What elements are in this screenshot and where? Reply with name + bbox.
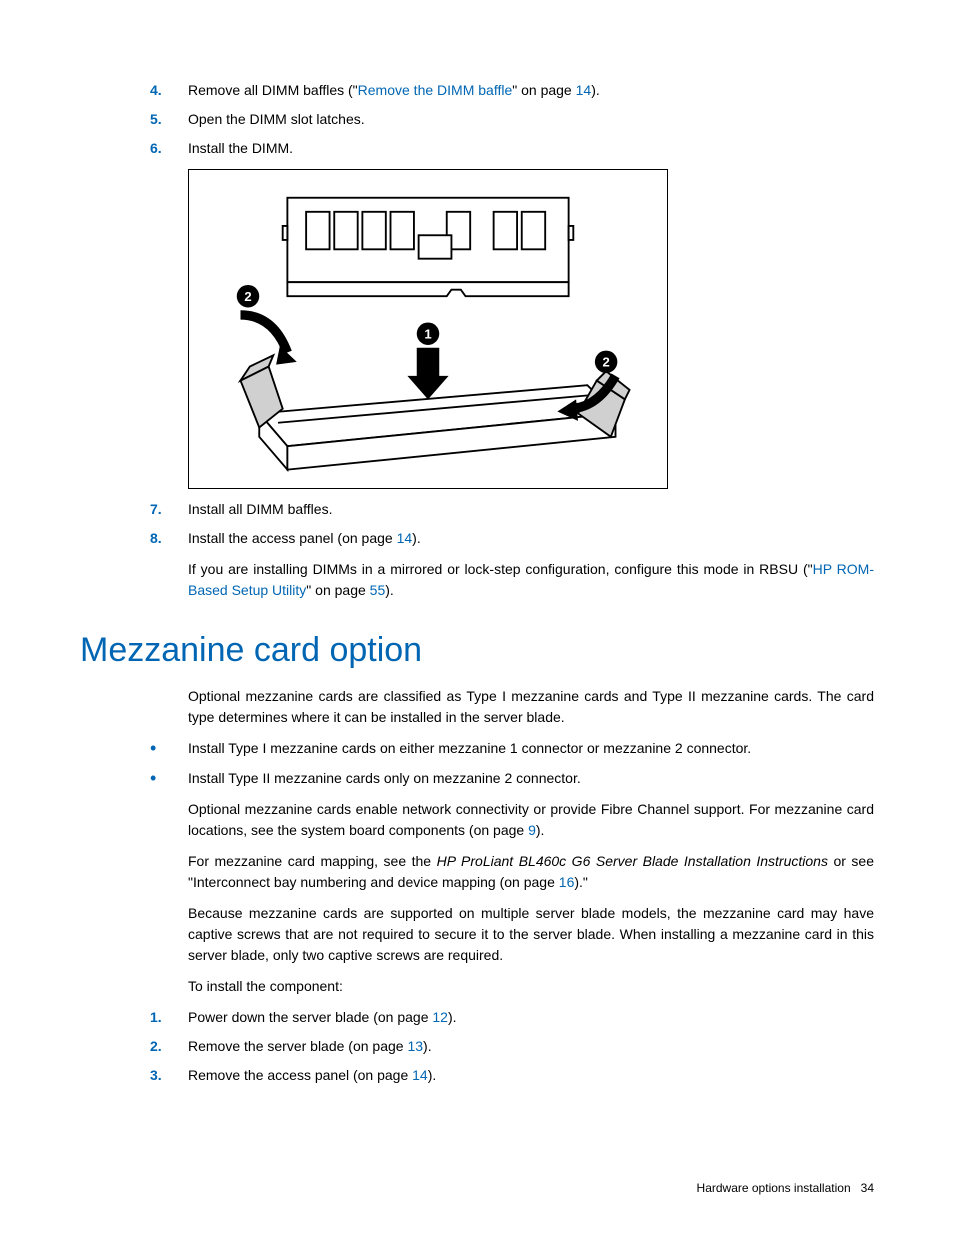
step-5: 5. Open the DIMM slot latches.	[150, 109, 874, 130]
mezzanine-screws: Because mezzanine cards are supported on…	[188, 903, 874, 966]
step-list-2: 7. Install all DIMM baffles. 8. Install …	[150, 499, 874, 549]
install-intro: To install the component:	[188, 976, 874, 997]
link-remove-dimm-baffle[interactable]: Remove the DIMM baffle	[358, 82, 513, 98]
step-text: Install all DIMM baffles.	[188, 499, 874, 520]
link-page-13[interactable]: 13	[407, 1038, 423, 1054]
step-7: 7. Install all DIMM baffles.	[150, 499, 874, 520]
page-footer: Hardware options installation 34	[697, 1181, 874, 1195]
step-6: 6. Install the DIMM.	[150, 138, 874, 159]
step-2: 2. Remove the server blade (on page 13).	[150, 1036, 874, 1057]
step-number: 4.	[150, 80, 188, 101]
mezzanine-body: Optional mezzanine cards are classified …	[150, 686, 874, 1086]
bullet-icon: •	[150, 738, 188, 760]
step-number: 2.	[150, 1036, 188, 1057]
step-list-3: 1. Power down the server blade (on page …	[150, 1007, 874, 1086]
step-list-1: 4. Remove all DIMM baffles ("Remove the …	[150, 80, 874, 159]
step-8: 8. Install the access panel (on page 14)…	[150, 528, 874, 549]
step-number: 5.	[150, 109, 188, 130]
step-number: 3.	[150, 1065, 188, 1086]
svg-text:2: 2	[244, 289, 251, 304]
link-page-12[interactable]: 12	[432, 1009, 448, 1025]
doc-title-italic: HP ProLiant BL460c G6 Server Blade Insta…	[437, 853, 828, 869]
step-3: 3. Remove the access panel (on page 14).	[150, 1065, 874, 1086]
bullet-icon: •	[150, 768, 188, 790]
mezzanine-intro: Optional mezzanine cards are classified …	[188, 686, 874, 728]
dimm-install-figure: 1 2	[188, 169, 668, 489]
step-text: Install the DIMM.	[188, 138, 874, 159]
svg-text:2: 2	[602, 355, 609, 370]
bullet-text: Install Type II mezzanine cards only on …	[188, 768, 874, 790]
step-text: Remove all DIMM baffles ("Remove the DIM…	[188, 80, 874, 101]
footer-page: 34	[861, 1181, 874, 1195]
bullet-text: Install Type I mezzanine cards on either…	[188, 738, 874, 760]
bullet-item: • Install Type I mezzanine cards on eith…	[150, 738, 874, 760]
step-number: 8.	[150, 528, 188, 549]
step-text: Remove the server blade (on page 13).	[188, 1036, 874, 1057]
step-1: 1. Power down the server blade (on page …	[150, 1007, 874, 1028]
step-number: 6.	[150, 138, 188, 159]
mezzanine-enable: Optional mezzanine cards enable network …	[188, 799, 874, 841]
step-text: Install the access panel (on page 14).	[188, 528, 874, 549]
bullet-list: • Install Type I mezzanine cards on eith…	[150, 738, 874, 789]
section-heading-mezzanine: Mezzanine card option	[80, 631, 874, 670]
link-page-14[interactable]: 14	[412, 1067, 428, 1083]
footer-label: Hardware options installation	[697, 1181, 851, 1195]
svg-text:1: 1	[424, 326, 431, 341]
step-4: 4. Remove all DIMM baffles ("Remove the …	[150, 80, 874, 101]
link-page-9[interactable]: 9	[528, 822, 536, 838]
link-page-14[interactable]: 14	[576, 82, 592, 98]
step-text: Power down the server blade (on page 12)…	[188, 1007, 874, 1028]
step-number: 1.	[150, 1007, 188, 1028]
bullet-item: • Install Type II mezzanine cards only o…	[150, 768, 874, 790]
mezzanine-mapping: For mezzanine card mapping, see the HP P…	[188, 851, 874, 893]
link-page-55[interactable]: 55	[370, 582, 386, 598]
step-text: Open the DIMM slot latches.	[188, 109, 874, 130]
link-page-14[interactable]: 14	[397, 530, 413, 546]
document-body: 4. Remove all DIMM baffles ("Remove the …	[150, 80, 874, 601]
rbsu-note: If you are installing DIMMs in a mirrore…	[188, 559, 874, 601]
dimm-diagram-icon: 1 2	[198, 179, 658, 479]
link-page-16[interactable]: 16	[559, 874, 575, 890]
step-number: 7.	[150, 499, 188, 520]
step-text: Remove the access panel (on page 14).	[188, 1065, 874, 1086]
